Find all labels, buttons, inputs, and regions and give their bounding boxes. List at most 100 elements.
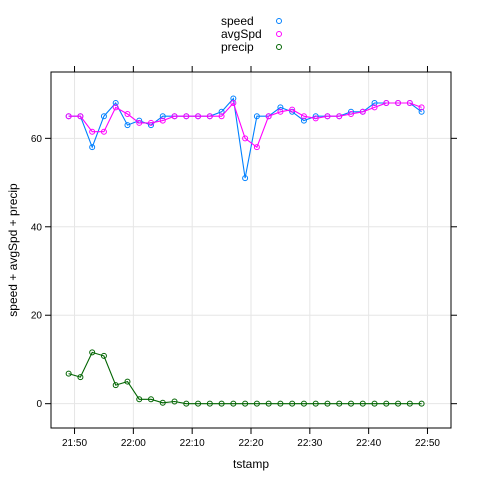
x-tick-label: 22:50: [415, 438, 440, 449]
data-point-avgSpd: [300, 113, 307, 120]
data-point-speed: [300, 117, 307, 124]
data-point-speed: [253, 113, 260, 120]
data-point-precip: [383, 400, 390, 407]
data-point-precip: [253, 400, 260, 407]
data-point-precip: [183, 400, 190, 407]
data-point-avgSpd: [65, 113, 72, 120]
data-point-avgSpd: [312, 115, 319, 122]
data-point-speed: [218, 108, 225, 115]
data-point-avgSpd: [253, 144, 260, 151]
x-axis-label: tstamp: [233, 457, 269, 471]
data-point-avgSpd: [242, 135, 249, 142]
data-point-precip: [148, 396, 154, 403]
data-point-avgSpd: [206, 113, 213, 120]
data-point-speed: [230, 95, 237, 102]
data-point-avgSpd: [289, 106, 296, 113]
data-point-speed: [277, 104, 284, 111]
y-tick-label: 20: [31, 311, 43, 322]
data-point-avgSpd: [324, 113, 331, 120]
data-point-speed: [124, 122, 131, 129]
data-point-speed: [89, 144, 96, 151]
data-point-precip: [218, 400, 225, 407]
data-point-precip: [206, 400, 213, 407]
data-point-avgSpd: [171, 113, 178, 120]
data-point-precip: [418, 400, 425, 407]
data-point-precip: [324, 400, 331, 407]
data-point-precip: [124, 378, 131, 385]
series-line-precip: [68, 351, 422, 405]
y-tick-label: 60: [31, 134, 43, 145]
x-tick-label: 22:10: [180, 438, 205, 449]
data-point-avgSpd: [218, 113, 225, 120]
y-tick-label: 40: [31, 222, 43, 233]
data-point-precip: [359, 400, 366, 407]
data-point-precip: [312, 400, 319, 407]
data-point-avgSpd: [265, 113, 272, 120]
data-point-precip: [159, 399, 166, 406]
data-point-speed: [242, 175, 249, 182]
data-point-speed: [159, 113, 166, 120]
data-point-precip: [89, 349, 96, 356]
x-tick-label: 22:30: [297, 438, 322, 449]
data-point-precip: [100, 352, 107, 359]
x-tick-label: 22:40: [356, 438, 381, 449]
data-point-speed: [371, 99, 378, 106]
data-point-precip: [300, 400, 307, 407]
data-point-avgSpd: [148, 119, 154, 126]
data-point-precip: [136, 396, 143, 403]
legend-label-avgSpd: avgSpd: [221, 27, 262, 41]
data-point-precip: [242, 400, 249, 407]
data-point-avgSpd: [336, 113, 343, 120]
data-point-avgSpd: [183, 113, 190, 120]
data-point-avgSpd: [277, 108, 284, 115]
data-point-avgSpd: [159, 117, 166, 124]
data-point-precip: [171, 398, 178, 405]
legend-marker-precip: [276, 44, 282, 50]
series-layer: [65, 95, 425, 407]
data-point-avgSpd: [395, 99, 402, 106]
data-point-avgSpd: [195, 113, 202, 120]
data-point-precip: [195, 400, 202, 407]
data-point-avgSpd: [418, 104, 425, 111]
data-point-avgSpd: [100, 128, 107, 135]
data-point-avgSpd: [77, 113, 84, 120]
legend-label-speed: speed: [221, 14, 254, 28]
data-point-precip: [406, 400, 413, 407]
data-point-speed: [100, 113, 107, 120]
data-point-precip: [289, 400, 296, 407]
data-point-speed: [418, 108, 425, 115]
data-point-precip: [230, 400, 237, 407]
y-tick-label: 0: [36, 399, 42, 410]
data-point-avgSpd: [348, 111, 354, 118]
legend-label-precip: precip: [221, 40, 254, 54]
data-point-avgSpd: [230, 99, 237, 106]
data-point-avgSpd: [112, 104, 119, 111]
data-point-precip: [348, 400, 354, 407]
data-point-avgSpd: [89, 128, 96, 135]
x-tick-label: 22:20: [238, 438, 263, 449]
axis-ticks: 21:50 22:00 22:10 22:20 22:30 22:40 22:50 0 20 40…: [31, 66, 457, 449]
grid: [51, 72, 451, 428]
y-axis-label: speed + avgSpd + precip: [6, 183, 20, 317]
x-tick-label: 22:00: [121, 438, 146, 449]
data-point-precip: [395, 400, 402, 407]
series-line-avgSpd: [68, 101, 422, 149]
data-point-avgSpd: [406, 99, 413, 106]
x-tick-label: 21:50: [62, 438, 87, 449]
data-point-precip: [265, 400, 272, 407]
data-point-precip: [77, 374, 84, 381]
data-point-precip: [336, 400, 343, 407]
legend-marker-speed: [276, 18, 282, 24]
data-point-precip: [112, 382, 119, 389]
data-point-precip: [371, 400, 378, 407]
data-point-precip: [277, 400, 284, 407]
data-point-precip: [65, 370, 72, 377]
data-point-avgSpd: [383, 99, 390, 106]
data-point-avgSpd: [124, 111, 131, 118]
legend-marker-avgSpd: [276, 31, 282, 37]
data-point-avgSpd: [371, 104, 378, 111]
data-point-avgSpd: [136, 119, 143, 126]
data-point-speed: [112, 99, 119, 106]
